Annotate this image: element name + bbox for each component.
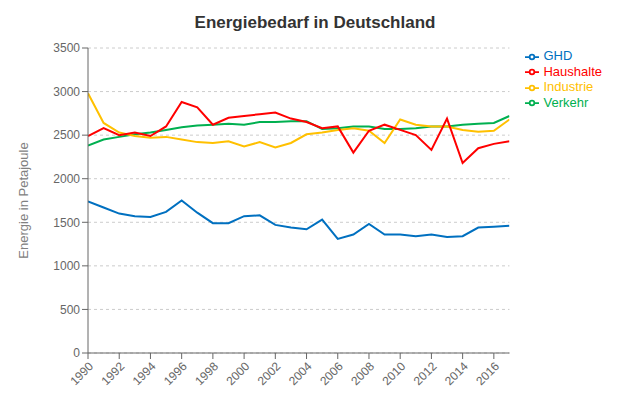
svg-text:2008: 2008 xyxy=(348,359,377,388)
svg-text:2010: 2010 xyxy=(380,359,409,388)
svg-text:3500: 3500 xyxy=(53,41,80,55)
html-text:GHD: GHD xyxy=(543,48,573,63)
svg-text:2014: 2014 xyxy=(442,359,471,388)
svg-text:2000: 2000 xyxy=(223,359,252,388)
svg-text:1990: 1990 xyxy=(67,359,96,388)
html-text:Energiebedarf in Deutschland: Energiebedarf in Deutschland xyxy=(194,13,436,32)
svg-text:500: 500 xyxy=(60,303,80,317)
svg-text:1000: 1000 xyxy=(53,259,80,273)
svg-text:2004: 2004 xyxy=(286,359,315,388)
html-text:Industrie: Industrie xyxy=(543,79,594,95)
svg-text:Energie in Petajoule: Energie in Petajoule xyxy=(16,142,31,258)
html-text:Verkehr: Verkehr xyxy=(543,94,589,110)
svg-text:2016: 2016 xyxy=(473,359,502,388)
svg-text:0: 0 xyxy=(73,346,80,360)
svg-text:2002: 2002 xyxy=(255,359,284,388)
svg-text:1998: 1998 xyxy=(192,359,221,388)
svg-text:1992: 1992 xyxy=(99,359,128,388)
svg-text:2012: 2012 xyxy=(411,359,440,388)
svg-text:2500: 2500 xyxy=(53,128,80,142)
svg-text:2000: 2000 xyxy=(53,172,80,186)
svg-text:3000: 3000 xyxy=(53,85,80,99)
svg-text:1996: 1996 xyxy=(161,359,190,388)
svg-text:1994: 1994 xyxy=(130,359,159,388)
svg-text:1500: 1500 xyxy=(53,216,80,230)
html-text:Haushalte: Haushalte xyxy=(543,63,602,79)
svg-text:2006: 2006 xyxy=(317,359,346,388)
